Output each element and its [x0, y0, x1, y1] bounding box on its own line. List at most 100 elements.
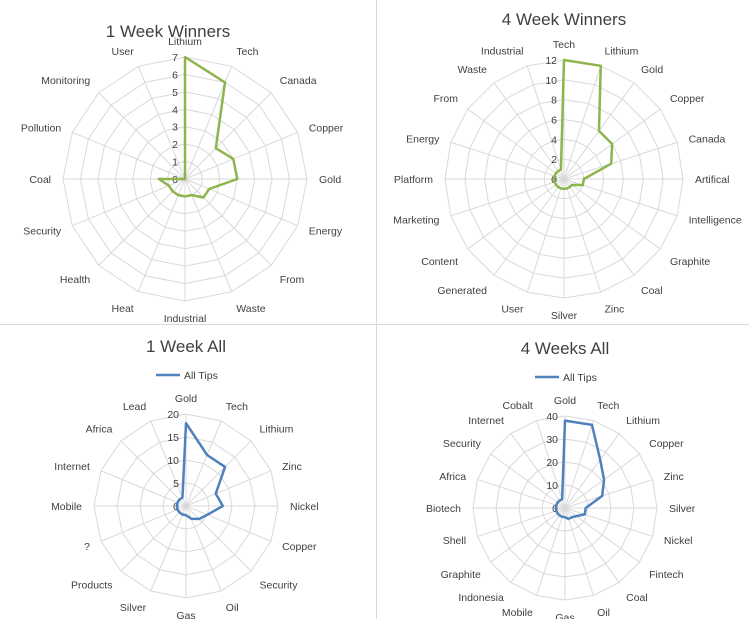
tick-label: 6: [172, 69, 178, 81]
spoke: [526, 178, 565, 293]
radar-chart-2: 4 Week Winners024681012TechLithiumGoldCo…: [393, 10, 742, 322]
category-label: Security: [443, 438, 482, 450]
spoke: [98, 178, 186, 266]
spoke: [477, 479, 566, 509]
category-label: Heat: [112, 303, 134, 315]
tick-label: 10: [545, 75, 557, 87]
tick-label: 4: [551, 134, 557, 146]
spoke: [564, 507, 620, 583]
spoke: [493, 178, 565, 276]
horizontal-divider: [0, 324, 749, 325]
spoke: [510, 507, 566, 583]
spoke: [72, 178, 186, 227]
category-label: Intelligence: [689, 214, 742, 226]
category-label: Copper: [649, 438, 684, 450]
category-label: Oil: [226, 602, 239, 614]
category-label: Coal: [626, 592, 648, 604]
category-label: Platform: [394, 174, 433, 186]
spoke: [185, 470, 272, 507]
spoke: [150, 420, 187, 507]
legend-label: All Tips: [563, 372, 597, 384]
series-line: [175, 421, 227, 521]
chart-title: 1 Week All: [146, 337, 226, 356]
spoke: [185, 440, 252, 507]
tick-label: 10: [546, 480, 558, 492]
category-label: Lithium: [260, 423, 294, 435]
category-label: Canada: [689, 134, 726, 146]
spoke: [184, 178, 272, 266]
category-label: Waste: [236, 303, 266, 315]
legend-label: All Tips: [184, 370, 218, 382]
category-label: Industrial: [164, 313, 207, 325]
tick-label: 1: [172, 157, 178, 169]
category-label: Tech: [226, 401, 248, 413]
category-label: Shell: [443, 535, 466, 547]
tick-label: 20: [546, 457, 558, 469]
tick-label: 12: [545, 55, 557, 67]
category-label: Generated: [437, 285, 487, 297]
category-label: Security: [23, 225, 62, 237]
tick-label: 4: [172, 104, 178, 116]
category-label: Silver: [120, 602, 147, 614]
category-label: Products: [71, 580, 112, 592]
category-label: Marketing: [393, 214, 439, 226]
category-label: Nickel: [290, 501, 319, 513]
category-label: Gold: [319, 174, 341, 186]
category-label: Gold: [641, 64, 663, 76]
series-line: [554, 419, 606, 521]
category-label: Copper: [670, 93, 705, 105]
spoke: [510, 433, 566, 509]
category-label: Indonesia: [458, 592, 504, 604]
category-label: Cobalt: [503, 400, 533, 412]
category-label: Tech: [597, 400, 619, 412]
spoke: [150, 505, 187, 592]
category-label: From: [280, 274, 305, 286]
spoke: [450, 178, 565, 217]
spoke: [477, 507, 566, 537]
spoke: [98, 92, 186, 180]
spoke: [563, 65, 602, 180]
spoke: [563, 178, 602, 293]
spoke: [563, 178, 661, 250]
category-label: ?: [84, 541, 90, 553]
category-label: Graphite: [441, 569, 481, 581]
spoke: [564, 420, 594, 509]
spoke: [137, 178, 186, 292]
spoke: [526, 65, 565, 180]
tick-label: 3: [172, 122, 178, 134]
category-label: Africa: [86, 423, 113, 435]
category-label: Health: [60, 274, 91, 286]
spoke: [564, 507, 653, 537]
spoke: [120, 440, 187, 507]
tick-label: 40: [546, 411, 558, 423]
tick-label: 5: [173, 478, 179, 490]
category-label: Mobile: [502, 607, 533, 619]
chart-title: 4 Week Winners: [502, 10, 626, 29]
spoke: [185, 505, 272, 542]
category-label: Canada: [280, 75, 317, 87]
series-line: [552, 58, 614, 191]
vertical-divider: [376, 0, 377, 619]
spoke: [184, 131, 298, 180]
category-label: Lithium: [604, 45, 638, 57]
category-label: User: [112, 46, 135, 58]
category-label: Tech: [553, 39, 575, 51]
spoke: [185, 505, 222, 592]
category-label: Gold: [175, 393, 197, 405]
category-label: Internet: [54, 461, 90, 473]
spoke: [536, 420, 566, 509]
category-label: Gas: [555, 612, 574, 619]
spoke: [184, 178, 233, 292]
category-label: Industrial: [481, 45, 524, 57]
legend: All Tips: [535, 372, 597, 384]
category-label: Artifical: [695, 174, 729, 186]
series-line: [157, 55, 239, 199]
spoke: [100, 470, 187, 507]
category-label: Lithium: [626, 415, 660, 427]
category-label: Africa: [439, 471, 466, 483]
tick-label: 5: [172, 87, 178, 99]
category-label: Copper: [282, 541, 317, 553]
radar-chart-3: 1 Week All05101520GoldTechLithiumZincNic…: [51, 337, 319, 619]
